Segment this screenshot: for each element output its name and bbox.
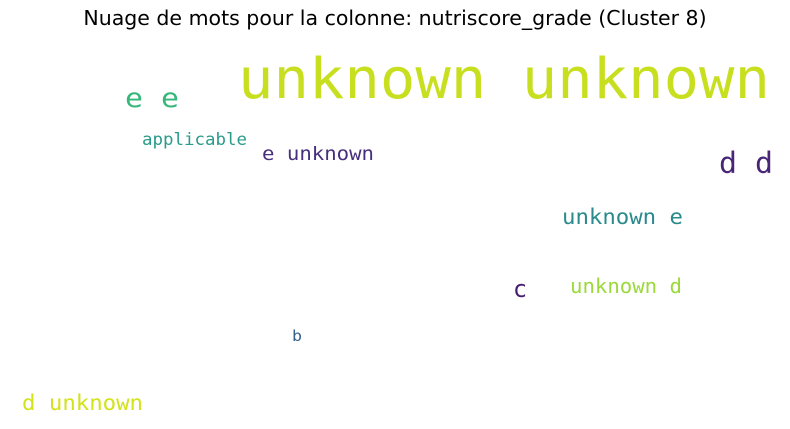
word-unknown-d: unknown d <box>570 274 682 298</box>
word-applicable: applicable <box>142 130 247 150</box>
word-unknown-e: unknown e <box>562 205 683 229</box>
word-e-unknown: e unknown <box>262 143 374 165</box>
word-unknown-unknown: unknown unknown <box>238 47 770 112</box>
word-b: b <box>292 327 302 345</box>
word-d-unknown: d unknown <box>22 391 143 415</box>
chart-title: Nuage de mots pour la colonne: nutriscor… <box>83 6 707 30</box>
word-e-e: e e <box>125 83 179 114</box>
word-c: c <box>513 275 527 303</box>
word-d-d: d d <box>719 146 773 180</box>
